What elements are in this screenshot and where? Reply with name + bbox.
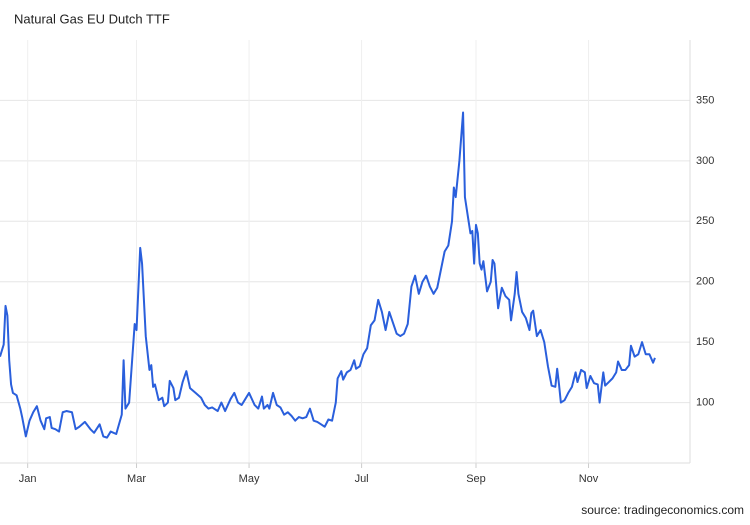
price-line [0,111,656,439]
x-tick-label: Sep [466,473,486,485]
x-tick-label: May [239,473,260,485]
y-tick-label: 300 [696,155,714,167]
x-tick-label: Nov [579,473,599,485]
y-tick-label: 250 [696,215,714,227]
y-tick-label: 100 [696,396,714,408]
x-tick-label: Mar [127,473,146,485]
y-tick-label: 150 [696,336,714,348]
source-note: source: tradingeconomics.com [581,503,744,517]
y-tick-label: 350 [696,94,714,106]
chart-title: Natural Gas EU Dutch TTF [14,11,170,26]
y-tick-label: 200 [696,276,714,288]
x-tick-label: Jul [355,473,369,485]
x-tick-label: Jan [19,473,37,485]
